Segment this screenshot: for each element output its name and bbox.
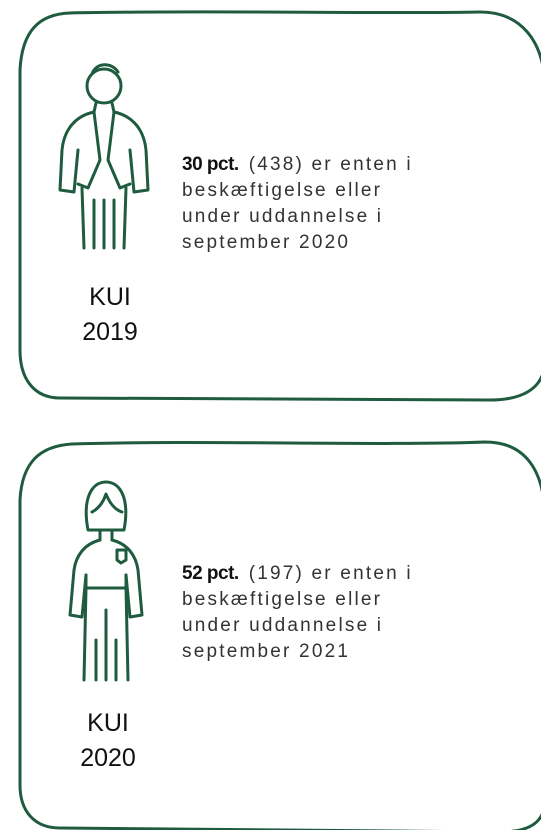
card-label: KUI xyxy=(89,283,131,311)
card-label: 2019 xyxy=(82,318,138,346)
text-line: under uddannelse i xyxy=(182,206,383,227)
text-line: beskæftigelse eller xyxy=(182,180,382,201)
highlight: 52 pct. xyxy=(182,563,239,584)
card-text-line: 30 pct. (438) er enten i xyxy=(182,154,413,175)
text-line: september 2020 xyxy=(182,232,350,253)
card-label: KUI xyxy=(87,709,129,737)
text-line: beskæftigelse eller xyxy=(182,589,382,610)
text-line: september 2021 xyxy=(182,641,350,662)
highlight: 30 pct. xyxy=(182,154,239,175)
card-frame xyxy=(18,440,541,830)
text-line: under uddannelse i xyxy=(182,615,383,636)
text-line: (438) er enten i xyxy=(249,154,413,175)
person-icon xyxy=(68,480,144,682)
person-icon xyxy=(58,63,150,250)
card-frame xyxy=(18,10,541,402)
card-label: 2020 xyxy=(80,744,136,772)
text-line: (197) er enten i xyxy=(249,563,413,584)
card-text-line: 52 pct. (197) er enten i xyxy=(182,563,413,584)
